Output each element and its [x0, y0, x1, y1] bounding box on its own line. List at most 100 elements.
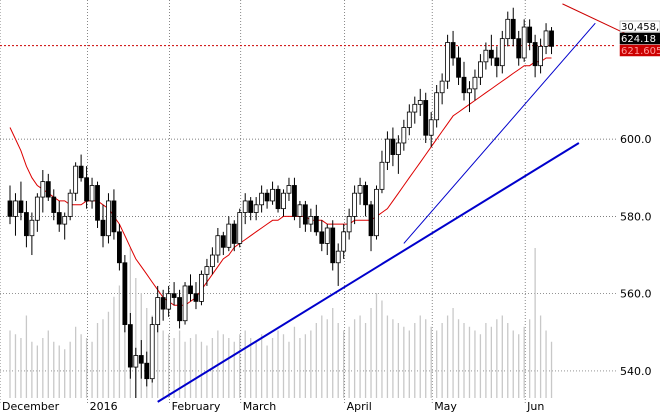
candle-body: [368, 204, 374, 237]
x-tick-label: December: [2, 400, 60, 412]
candle-body: [352, 192, 358, 217]
candle: [510, 7, 516, 47]
candle: [204, 258, 210, 286]
candle-body: [155, 297, 161, 325]
candle: [226, 216, 232, 252]
candle: [270, 181, 275, 205]
candle: [149, 316, 155, 383]
candle: [483, 42, 489, 70]
candle: [122, 255, 128, 333]
candle: [494, 46, 500, 78]
candle: [450, 30, 456, 66]
candle: [516, 30, 522, 66]
candle-body: [319, 231, 325, 244]
candle-body: [40, 181, 46, 198]
candle-body: [237, 212, 243, 244]
candle-body: [248, 200, 254, 213]
candle: [319, 220, 325, 252]
moving-average-line: [9, 57, 552, 306]
grid: [0, 0, 616, 404]
candle: [182, 282, 188, 325]
candle-body: [297, 204, 303, 217]
x-tick-label: 2016: [90, 400, 118, 412]
candle-body: [226, 223, 232, 248]
candle: [401, 119, 407, 151]
candle-body: [62, 215, 68, 225]
candle-body: [29, 219, 35, 237]
candle: [423, 92, 429, 143]
candle: [330, 220, 336, 271]
candle: [160, 289, 166, 321]
candle: [527, 19, 533, 51]
candle-body: [7, 200, 13, 217]
x-tick-label: April: [347, 400, 372, 412]
x-tick-label: February: [172, 400, 221, 412]
candle-body: [106, 200, 111, 237]
candle-body: [494, 57, 500, 67]
candle: [467, 81, 472, 113]
candle: [346, 208, 352, 240]
candle-body: [122, 262, 128, 325]
candle-body: [483, 49, 489, 63]
trendline: [403, 22, 596, 244]
candle-body: [95, 185, 100, 221]
candle: [434, 85, 440, 128]
candle: [199, 270, 204, 306]
candle: [543, 23, 549, 55]
candle: [220, 231, 226, 256]
candle: [106, 193, 111, 244]
candle-body: [450, 42, 456, 59]
badge-price-label: 624.18: [621, 34, 656, 45]
candle-body: [467, 88, 472, 94]
candle: [521, 19, 527, 62]
candle: [472, 69, 478, 101]
candle: [308, 208, 314, 232]
candle-body: [543, 30, 549, 47]
candle-body: [34, 196, 40, 221]
candle-body: [417, 100, 423, 105]
y-tick-label: 580.0: [620, 210, 652, 223]
candle: [412, 96, 418, 124]
candle: [193, 282, 199, 310]
candle-body: [341, 231, 347, 252]
candle: [264, 189, 270, 209]
candle-body: [133, 355, 139, 368]
trendline: [562, 3, 629, 36]
candle: [209, 247, 215, 275]
candle: [237, 208, 243, 248]
candle-body: [521, 26, 527, 59]
candle-body: [439, 80, 445, 94]
candle: [532, 34, 538, 78]
candle-body: [308, 215, 314, 225]
candle-body: [100, 219, 106, 237]
candle-body: [160, 297, 166, 310]
candle: [439, 73, 445, 105]
candle-body: [357, 185, 363, 194]
candle: [461, 61, 467, 101]
candle: [363, 181, 368, 217]
candle-body: [166, 293, 172, 310]
candle: [374, 185, 379, 240]
candle-body: [215, 235, 221, 256]
x-axis-ticks: December 2016 February March April May Jun: [2, 400, 544, 412]
candle: [368, 200, 374, 252]
candle: [7, 185, 13, 225]
candle-body: [231, 223, 237, 244]
candle-body: [111, 200, 117, 233]
candle-body: [335, 250, 341, 264]
candle-body: [505, 18, 511, 40]
candle-body: [286, 185, 292, 194]
candle: [18, 181, 24, 221]
candle: [100, 204, 106, 248]
candle: [302, 200, 308, 232]
x-tick-label: Jun: [526, 400, 544, 412]
candle: [357, 177, 363, 205]
candle-body: [18, 200, 24, 213]
badge-moving_average: [619, 44, 660, 57]
candle-body: [538, 45, 543, 67]
candle-body: [56, 212, 62, 225]
candle: [24, 200, 29, 248]
candle-body: [199, 273, 204, 302]
